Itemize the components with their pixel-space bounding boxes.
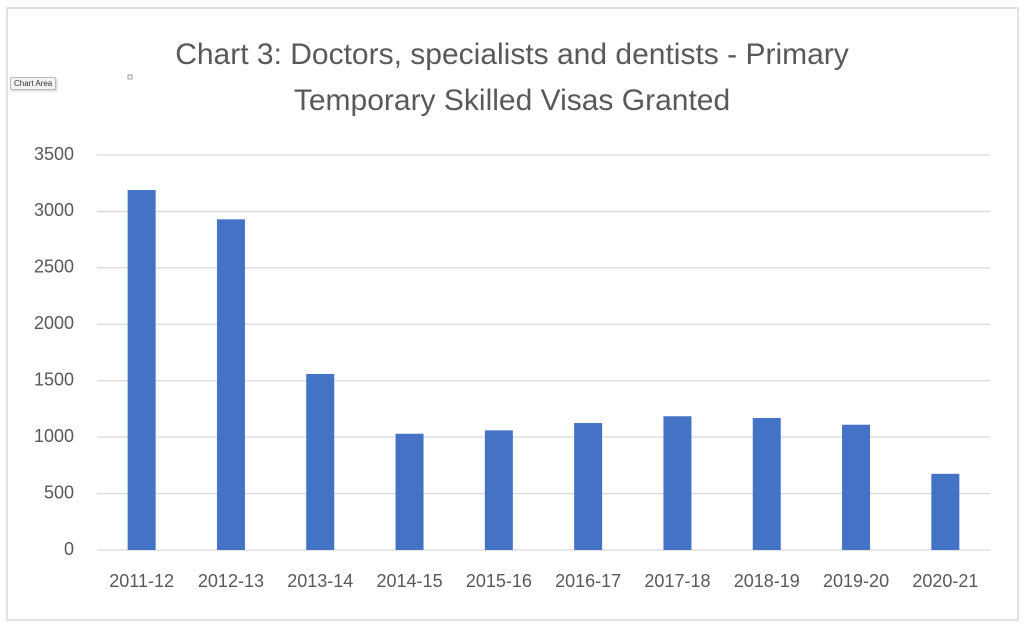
y-tick-label: 1500 [34, 369, 74, 389]
tooltip: Chart Area [10, 77, 57, 90]
y-tick-label: 1000 [34, 426, 74, 446]
y-tick-label: 3000 [34, 200, 74, 220]
bar [127, 189, 156, 550]
y-tick-label: 2000 [34, 313, 74, 333]
chart-title: Chart 3: Doctors, specialists and dentis… [175, 38, 849, 117]
y-tick-label: 2500 [34, 257, 74, 277]
y-tick-label: 500 [44, 482, 74, 502]
bar [395, 433, 424, 550]
x-tick-label: 2015-16 [466, 571, 532, 591]
bar [216, 219, 245, 551]
x-tick-label: 2012-13 [198, 571, 264, 591]
x-tick-label: 2018-19 [734, 571, 800, 591]
bar [931, 473, 960, 550]
chart-frame [6, 7, 1019, 621]
bar [574, 423, 603, 550]
bar [306, 373, 335, 550]
x-tick-label: 2020-21 [912, 571, 978, 591]
x-tick-label: 2013-14 [287, 571, 353, 591]
y-tick-label: 0 [64, 539, 74, 559]
bar [842, 424, 871, 550]
bar [752, 417, 781, 550]
bar [663, 416, 692, 550]
x-tick-label: 2017-18 [644, 571, 710, 591]
x-tick-label: 2014-15 [377, 571, 443, 591]
x-tick-label: 2016-17 [555, 571, 621, 591]
x-tick-label: 2019-20 [823, 571, 889, 591]
handle [127, 74, 133, 80]
x-tick-label: 2011-12 [109, 571, 174, 591]
y-tick-label: 3500 [34, 144, 74, 164]
bar [484, 430, 513, 550]
